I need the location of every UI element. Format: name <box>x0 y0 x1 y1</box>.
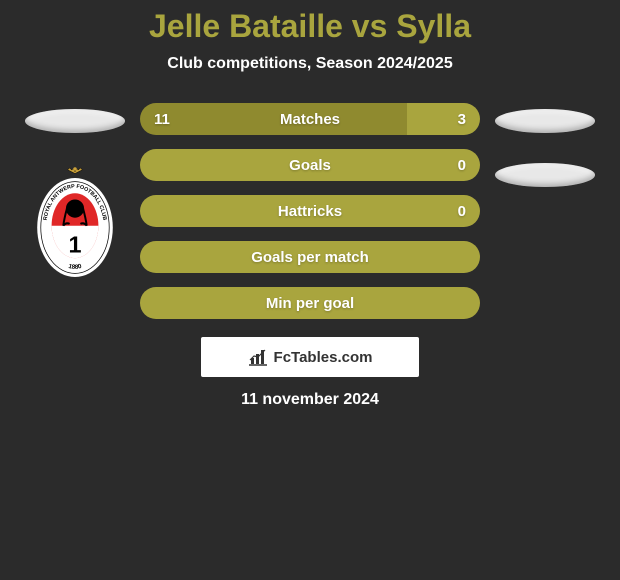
stat-bar-right-seg: 3 <box>407 103 480 135</box>
stat-bar-left-seg <box>140 287 466 319</box>
stat-bar: Goals per match <box>140 241 480 273</box>
stat-bar: Min per goal <box>140 287 480 319</box>
stat-bar: 0Goals <box>140 149 480 181</box>
stat-bar-left-seg <box>140 195 460 227</box>
stat-bar-right-seg <box>466 287 480 319</box>
attribution-badge: FcTables.com <box>201 337 419 377</box>
stat-bar: 113Matches <box>140 103 480 135</box>
left-column: ROYAL ANTWERP FOOTBALL CLUB 1880 1 <box>20 103 130 283</box>
stat-value-left: 11 <box>154 111 170 128</box>
comparison-card: Jelle Bataille vs Sylla Club competition… <box>0 0 620 409</box>
stat-value-right: 0 <box>458 157 466 174</box>
player-placeholder-right <box>495 109 595 133</box>
page-title: Jelle Bataille vs Sylla <box>0 8 620 45</box>
stat-bar-right-seg: 0 <box>460 149 480 181</box>
club-placeholder-right <box>495 163 595 187</box>
stat-bars: 113Matches0Goals0HattricksGoals per matc… <box>130 103 490 319</box>
stat-bar-left-seg <box>140 241 466 273</box>
stat-bar: 0Hattricks <box>140 195 480 227</box>
club-crest-left: ROYAL ANTWERP FOOTBALL CLUB 1880 1 <box>30 163 120 283</box>
player-placeholder-left <box>25 109 125 133</box>
stat-value-right: 3 <box>458 111 466 128</box>
stat-bar-left-seg <box>140 149 460 181</box>
right-column <box>490 103 600 187</box>
stat-bar-right-seg <box>466 241 480 273</box>
svg-text:1880: 1880 <box>68 263 83 271</box>
date-label: 11 november 2024 <box>241 391 379 409</box>
chart-area: ROYAL ANTWERP FOOTBALL CLUB 1880 1 <box>0 103 620 319</box>
stat-bar-right-seg: 0 <box>460 195 480 227</box>
stat-bar-left-seg: 11 <box>140 103 407 135</box>
page-subtitle: Club competitions, Season 2024/2025 <box>0 55 620 73</box>
bar-chart-icon <box>248 348 268 366</box>
stat-value-right: 0 <box>458 203 466 220</box>
svg-text:1: 1 <box>68 232 81 258</box>
attribution-text: FcTables.com <box>274 349 373 366</box>
